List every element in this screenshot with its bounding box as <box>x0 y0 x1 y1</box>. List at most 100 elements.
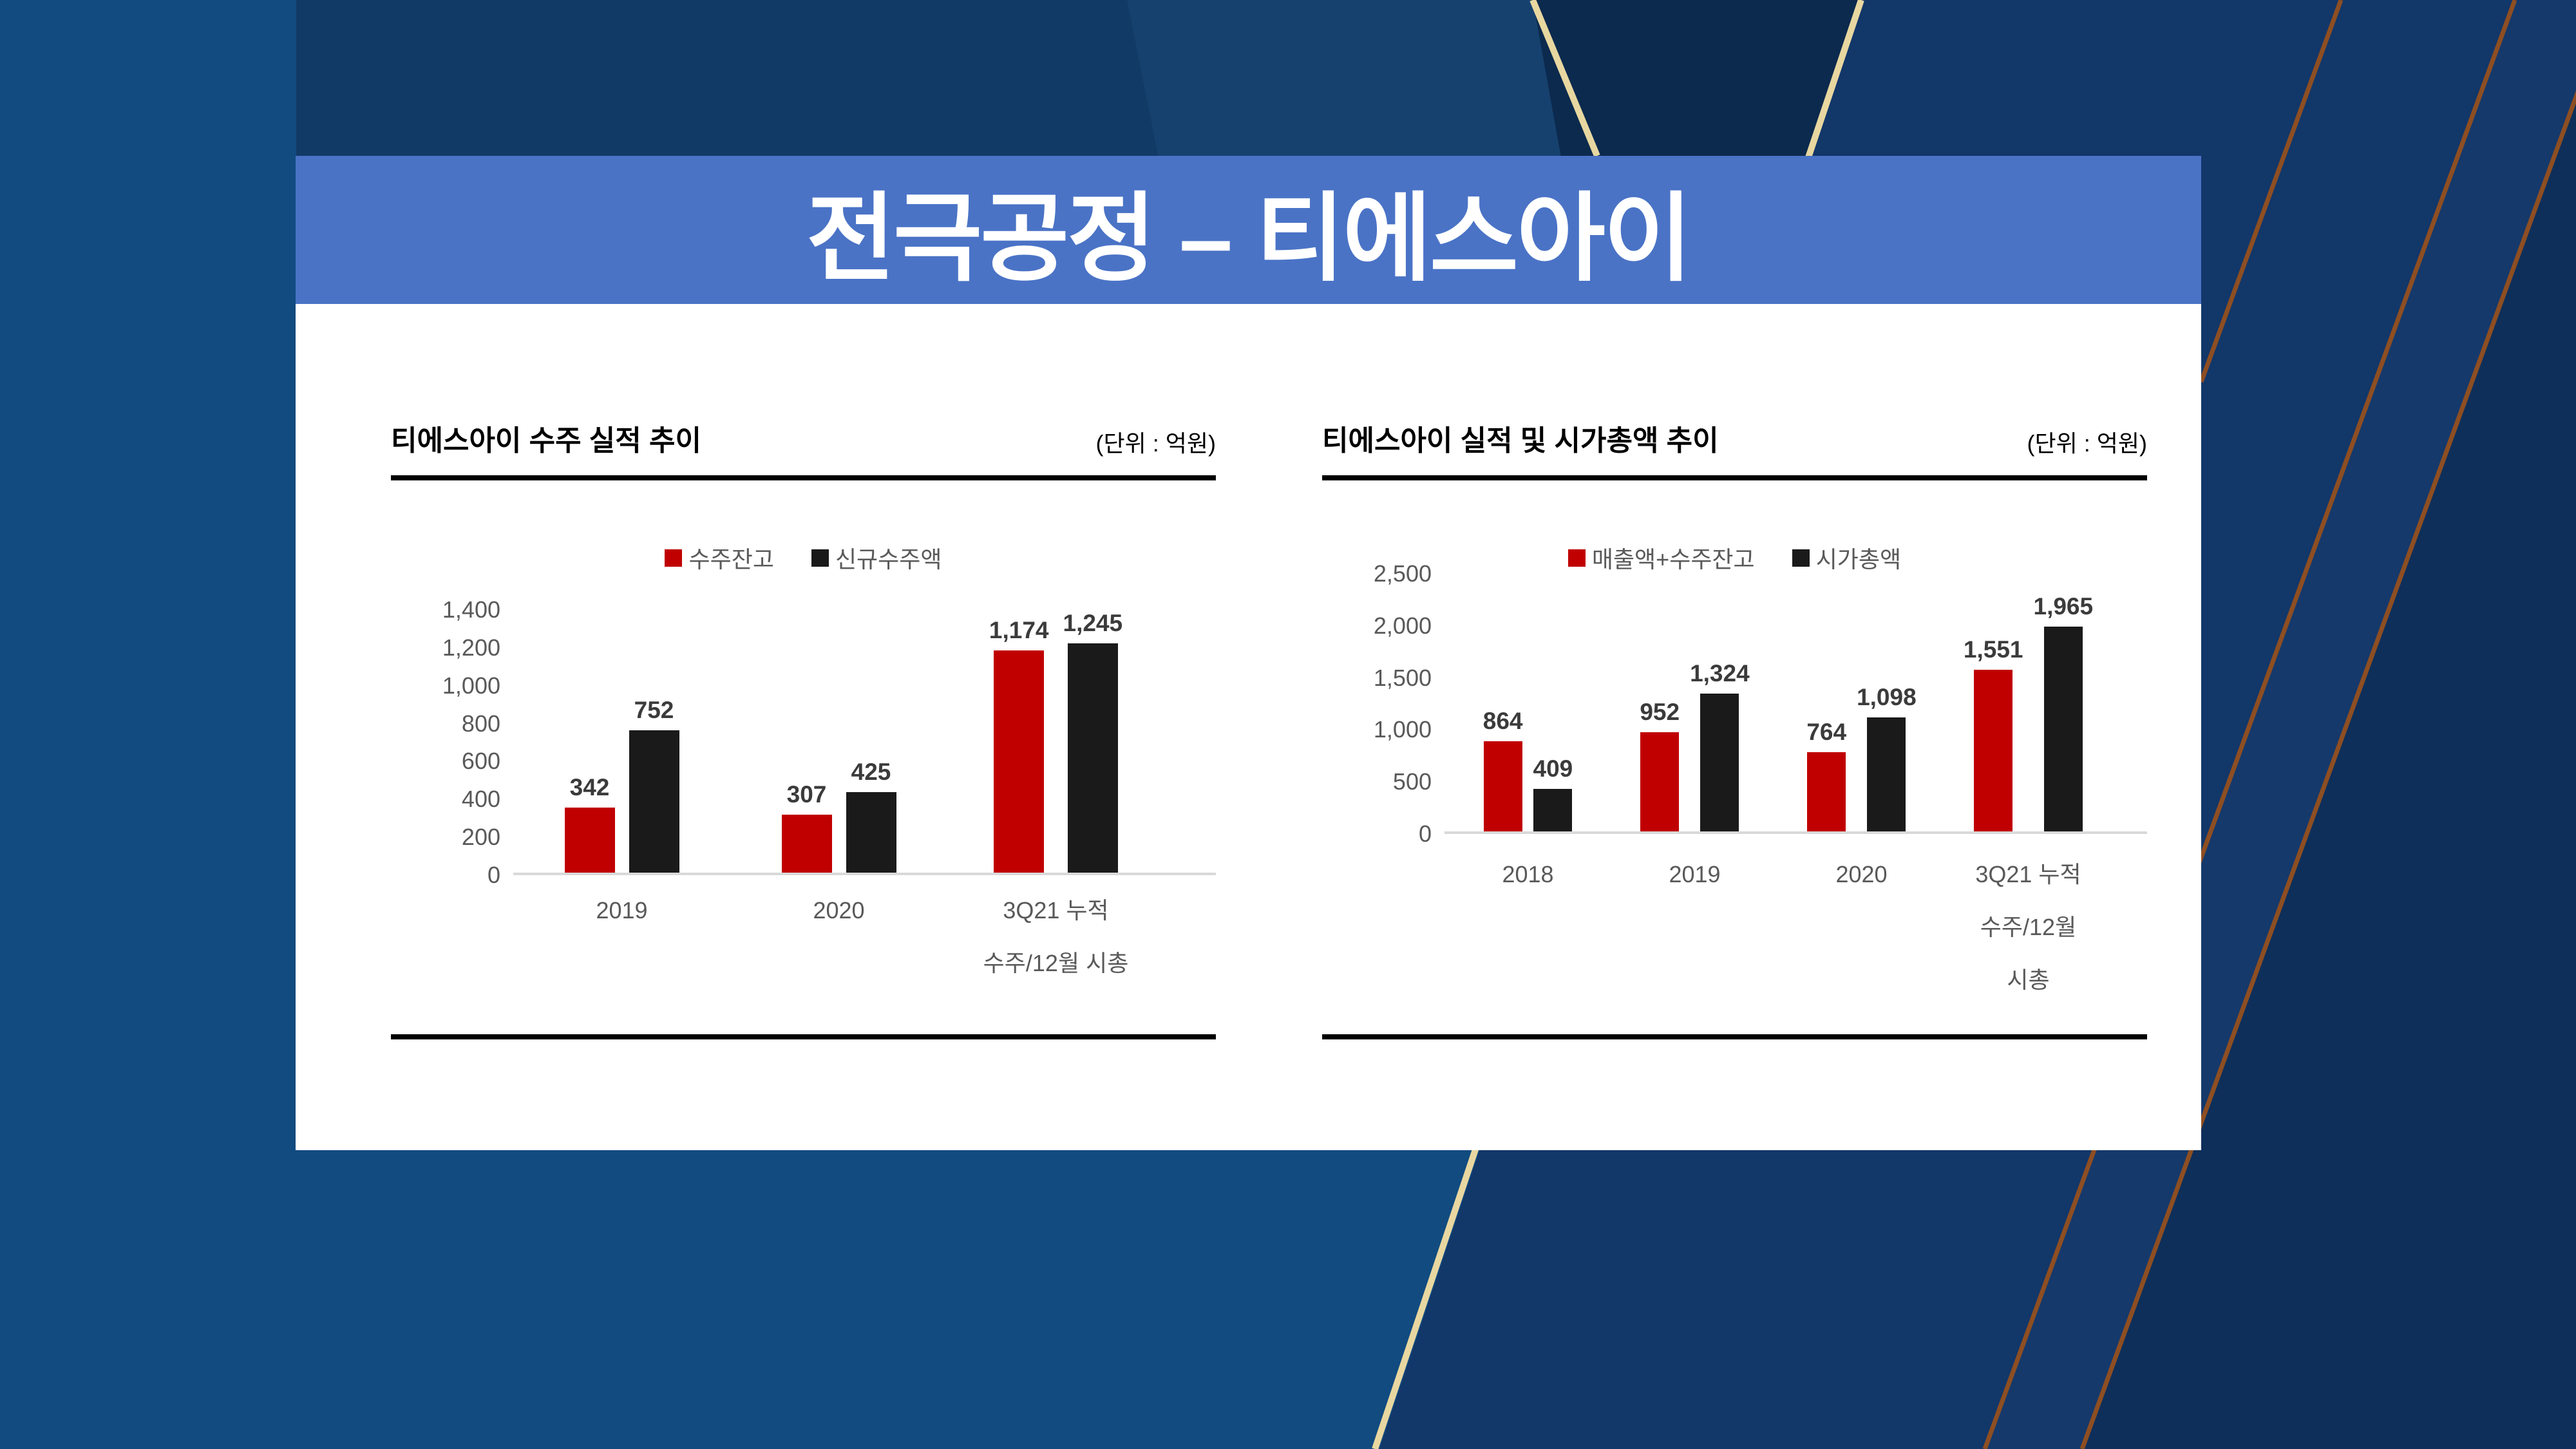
legend-label: 신규수주액 <box>835 546 942 573</box>
legend-item: 수주잔고 <box>665 541 774 574</box>
bar <box>1807 752 1846 831</box>
bar <box>1700 694 1739 831</box>
category-label-line: 2020 <box>813 897 865 923</box>
category-label-line: 수주/12월 시총 <box>983 950 1129 976</box>
bar-wrap: 1,551 <box>1964 574 2023 831</box>
y-tick: 1,000 <box>1373 716 1432 743</box>
bar <box>846 792 896 873</box>
y-tick: 800 <box>461 710 500 737</box>
chart-legend: 수주잔고 신규수주액 <box>391 541 1216 574</box>
y-tick: 400 <box>461 786 500 813</box>
bar-wrap: 1,098 <box>1857 574 1917 831</box>
legend-label: 시가총액 <box>1815 546 1902 573</box>
bar-value-label: 1,551 <box>1963 636 2023 663</box>
legend-item: 신규수주액 <box>811 541 942 574</box>
bar <box>629 730 679 873</box>
bar-group: 342 752 <box>513 610 730 873</box>
gold-diagonal-line-1 <box>1530 0 1600 157</box>
category-label-line: 3Q21 누적 <box>1003 897 1109 923</box>
bar <box>1533 789 1573 831</box>
y-tick: 0 <box>487 862 500 888</box>
chart-title: 티에스아이 실적 및 시가총액 추이 <box>1322 425 1719 457</box>
bar-wrap: 952 <box>1640 574 1680 831</box>
bar-wrap: 764 <box>1806 574 1846 831</box>
legend-swatch-icon <box>1567 549 1586 567</box>
y-tick: 200 <box>461 824 500 851</box>
bar <box>994 650 1045 873</box>
chart-unit-label: (단위 : 억원) <box>1095 430 1216 457</box>
y-tick: 1,000 <box>442 672 500 699</box>
category-label-line: 2018 <box>1502 861 1554 887</box>
bar-value-label: 1,965 <box>2033 593 2094 620</box>
chart-bottom-divider <box>391 1034 1216 1039</box>
category-label: 2018 <box>1444 848 1611 1007</box>
category-label-line: 3Q21 누적 <box>1975 861 2081 887</box>
y-axis: 1,400 1,200 1,000 800 600 400 200 0 <box>391 596 500 888</box>
bars-area: 342 752 307 425 1,174 1,245 <box>513 610 1164 873</box>
y-tick: 1,500 <box>1373 664 1432 691</box>
y-tick: 0 <box>1418 820 1432 847</box>
title-banner: 전극공정 – 티에스아이 <box>296 156 2201 304</box>
chart-header: 티에스아이 실적 및 시가총액 추이 (단위 : 억원) <box>1322 417 2147 459</box>
bar-wrap: 409 <box>1533 574 1573 831</box>
navy-sheen-band <box>1127 0 1565 161</box>
bar-wrap: 342 <box>564 610 615 873</box>
bar-group: 864 409 <box>1444 574 1611 831</box>
bar-value-label: 342 <box>569 774 610 800</box>
chart-plot: 1,400 1,200 1,000 800 600 400 200 0 342 752 307 42… <box>391 596 1216 888</box>
category-label-line: 수주/12월 <box>1980 914 2077 940</box>
bar-wrap: 1,324 <box>1690 574 1750 831</box>
chart-unit-label: (단위 : 억원) <box>2027 430 2147 457</box>
bar-value-label: 1,174 <box>989 617 1049 643</box>
legend-label: 수주잔고 <box>688 546 774 573</box>
bars-area: 864 409 952 1,324 764 1,098 1,551 1,965 <box>1444 574 2112 831</box>
bar-value-label: 1,098 <box>1857 684 1917 710</box>
dark-diagonal-band <box>1533 0 1861 161</box>
bar-wrap: 1,965 <box>2033 574 2094 831</box>
slide-card: 전극공정 – 티에스아이 티에스아이 수주 실적 추이 (단위 : 억원) 수주… <box>296 156 2201 1150</box>
legend-item: 매출액+수주잔고 <box>1567 541 1755 574</box>
bar-wrap: 307 <box>781 610 832 873</box>
chart-plot: 2,500 2,000 1,500 1,000 500 0 864 409 952 1,324 7… <box>1322 560 2147 847</box>
bar-group: 1,551 1,965 <box>1945 574 2112 831</box>
x-axis-line <box>1444 831 2147 834</box>
y-tick: 600 <box>461 748 500 775</box>
orange-diagonal-line-1 <box>2199 0 2344 383</box>
bar-value-label: 752 <box>634 697 674 723</box>
slide-title: 전극공정 – 티에스아이 <box>806 184 1692 292</box>
legend-swatch-icon <box>811 549 829 567</box>
bar-value-label: 1,245 <box>1063 610 1123 636</box>
bar <box>564 808 615 873</box>
category-labels: 2019 2020 3Q21 누적 수주/12월 시총 <box>513 884 1164 990</box>
x-axis-line <box>513 873 1216 875</box>
bar <box>1067 643 1118 873</box>
bar-value-label: 764 <box>1806 719 1847 745</box>
legend-label: 매출액+수주잔고 <box>1591 546 1755 573</box>
chart-panel-orders: 티에스아이 수주 실적 추이 (단위 : 억원) 수주잔고 신규수주액 1,400… <box>391 417 1216 1100</box>
bar-group: 1,174 1,245 <box>947 610 1164 873</box>
bar-group: 764 1,098 <box>1778 574 1945 831</box>
y-tick: 1,400 <box>442 596 500 623</box>
bar-value-label: 425 <box>851 759 891 785</box>
bar-value-label: 864 <box>1482 708 1523 734</box>
bar-wrap: 1,174 <box>989 610 1049 873</box>
bar <box>1483 741 1522 831</box>
chart-panel-marketcap: 티에스아이 실적 및 시가총액 추이 (단위 : 억원) 매출액+수주잔고 시가총… <box>1322 417 2147 1100</box>
chart-header-divider <box>391 475 1216 480</box>
category-label: 2019 <box>1611 848 1778 1007</box>
bar-value-label: 307 <box>786 781 827 808</box>
orange-diagonal-line-2 <box>1982 0 2517 1449</box>
category-labels: 2018 2019 2020 3Q21 누적 수주/12월 시총 <box>1444 848 2112 1007</box>
bar-group: 952 1,324 <box>1611 574 1778 831</box>
bar-group: 307 425 <box>730 610 947 873</box>
y-tick: 1,200 <box>442 634 500 661</box>
chart-title: 티에스아이 수주 실적 추이 <box>391 425 701 457</box>
bar-wrap: 425 <box>846 610 896 873</box>
bar-wrap: 1,245 <box>1063 610 1123 873</box>
category-label: 2020 <box>730 884 947 990</box>
chart-header: 티에스아이 수주 실적 추이 (단위 : 억원) <box>391 417 1216 459</box>
category-label-line: 시총 <box>2007 967 2050 993</box>
chart-header-divider <box>1322 475 2147 480</box>
